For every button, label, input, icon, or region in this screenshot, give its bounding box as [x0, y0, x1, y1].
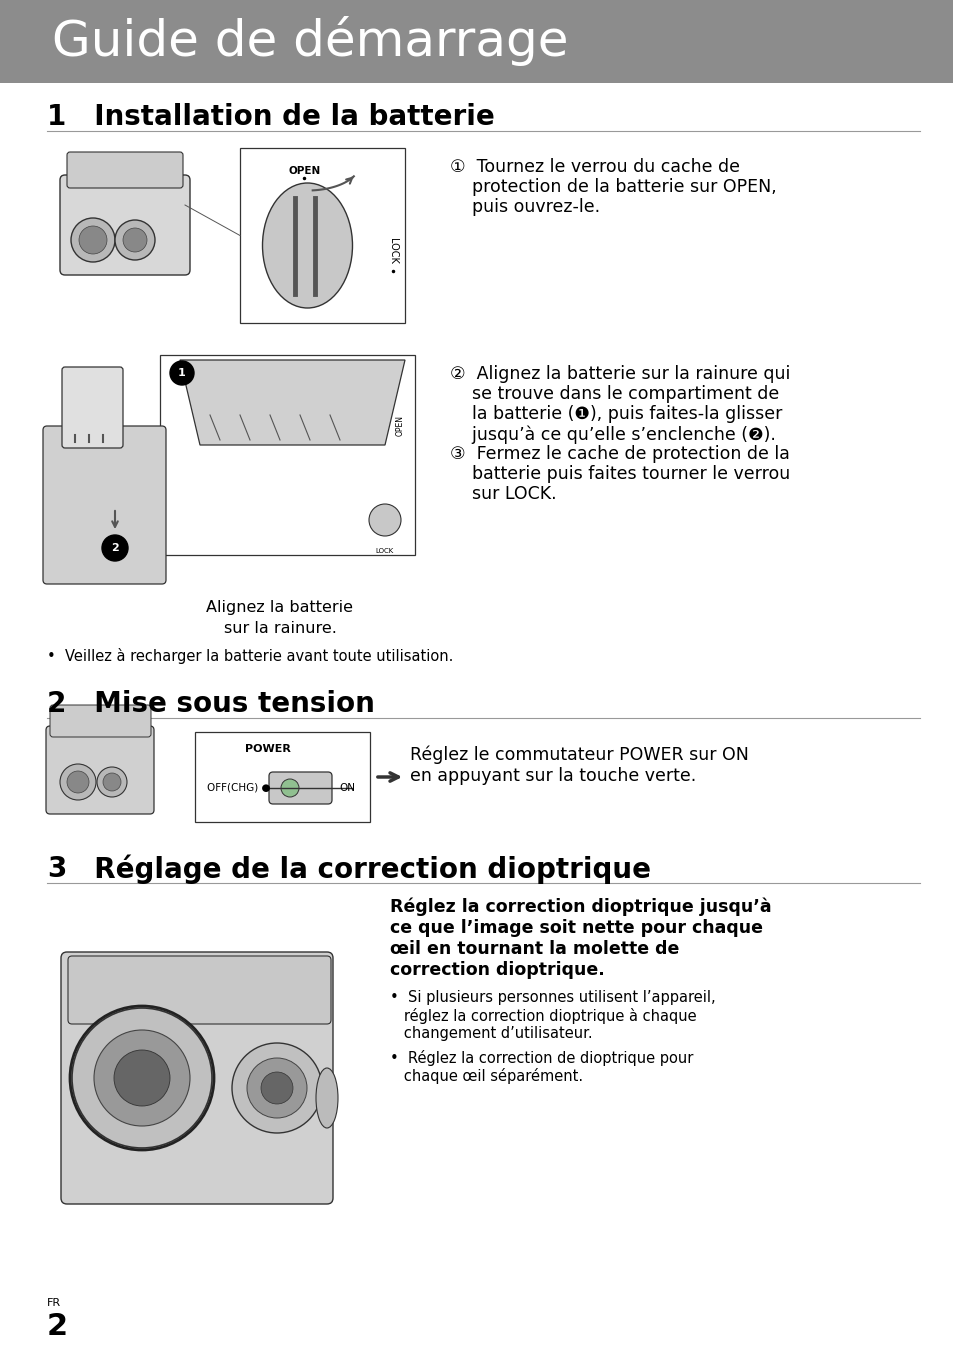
Text: Alignez la batterie
sur la rainure.: Alignez la batterie sur la rainure.: [206, 600, 354, 636]
Text: 1: 1: [178, 368, 186, 379]
Circle shape: [232, 1044, 322, 1133]
Text: ON: ON: [338, 783, 355, 792]
Circle shape: [67, 771, 89, 792]
Text: en appuyant sur la touche verte.: en appuyant sur la touche verte.: [410, 767, 696, 784]
Bar: [240, 148, 405, 323]
Text: OFF(CHG) ●: OFF(CHG) ●: [207, 783, 271, 792]
Text: •  Si plusieurs personnes utilisent l’appareil,: • Si plusieurs personnes utilisent l’app…: [390, 991, 715, 1006]
Bar: [0, 0, 953, 83]
FancyBboxPatch shape: [60, 175, 190, 275]
Text: se trouve dans le compartiment de: se trouve dans le compartiment de: [450, 385, 779, 403]
Text: 2: 2: [47, 689, 67, 718]
FancyBboxPatch shape: [50, 706, 151, 737]
Text: la batterie (❶), puis faites-la glisser: la batterie (❶), puis faites-la glisser: [450, 404, 781, 423]
Text: protection de la batterie sur OPEN,: protection de la batterie sur OPEN,: [450, 178, 776, 195]
Circle shape: [115, 220, 154, 261]
Circle shape: [71, 218, 115, 262]
Text: ③  Fermez le cache de protection de la: ③ Fermez le cache de protection de la: [450, 445, 789, 463]
Circle shape: [103, 773, 121, 791]
Ellipse shape: [315, 1068, 337, 1128]
Text: jusqu’à ce qu’elle s’enclenche (❷).: jusqu’à ce qu’elle s’enclenche (❷).: [450, 425, 775, 444]
Text: OPEN: OPEN: [395, 414, 404, 436]
Polygon shape: [180, 360, 405, 445]
Text: Installation de la batterie: Installation de la batterie: [75, 103, 495, 132]
Bar: [194, 731, 370, 822]
Text: 1: 1: [47, 103, 66, 132]
FancyBboxPatch shape: [61, 953, 333, 1204]
Circle shape: [281, 779, 298, 797]
Text: ①  Tournez le verrou du cache de: ① Tournez le verrou du cache de: [450, 157, 740, 176]
Text: POWER: POWER: [244, 744, 290, 754]
Text: ②  Alignez la batterie sur la rainure qui: ② Alignez la batterie sur la rainure qui: [450, 365, 789, 383]
Text: ce que l’image soit nette pour chaque: ce que l’image soit nette pour chaque: [390, 919, 762, 936]
Text: OPEN: OPEN: [288, 166, 320, 176]
Circle shape: [94, 1030, 190, 1126]
Text: Réglez la correction dioptrique jusqu’à: Réglez la correction dioptrique jusqu’à: [390, 898, 771, 916]
Text: LOCK: LOCK: [375, 548, 394, 554]
Text: Réglez le commutateur POWER sur ON: Réglez le commutateur POWER sur ON: [410, 745, 748, 764]
Circle shape: [71, 1008, 212, 1148]
Circle shape: [97, 767, 127, 797]
Circle shape: [60, 764, 96, 801]
Text: 2: 2: [47, 1312, 68, 1341]
Text: correction dioptrique.: correction dioptrique.: [390, 961, 604, 978]
FancyBboxPatch shape: [46, 726, 153, 814]
Bar: [160, 356, 415, 555]
Ellipse shape: [262, 183, 352, 308]
Text: •  Veillez à recharger la batterie avant toute utilisation.: • Veillez à recharger la batterie avant …: [47, 649, 453, 664]
Text: œil en tournant la molette de: œil en tournant la molette de: [390, 940, 679, 958]
Text: chaque œil séparément.: chaque œil séparément.: [390, 1068, 582, 1084]
Text: Guide de démarrage: Guide de démarrage: [52, 16, 568, 66]
Text: 3: 3: [47, 855, 67, 883]
Circle shape: [261, 1072, 293, 1105]
Ellipse shape: [369, 503, 400, 536]
Text: FR: FR: [47, 1299, 61, 1308]
Circle shape: [247, 1058, 307, 1118]
Text: sur LOCK.: sur LOCK.: [450, 484, 556, 503]
Circle shape: [79, 227, 107, 254]
Circle shape: [170, 361, 193, 385]
Text: Réglage de la correction dioptrique: Réglage de la correction dioptrique: [75, 855, 650, 885]
Text: Mise sous tension: Mise sous tension: [75, 689, 375, 718]
Text: •  Réglez la correction de dioptrique pour: • Réglez la correction de dioptrique pou…: [390, 1050, 693, 1067]
Text: puis ouvrez-le.: puis ouvrez-le.: [450, 198, 599, 216]
Circle shape: [113, 1050, 170, 1106]
FancyBboxPatch shape: [43, 426, 166, 584]
Text: LOCK: LOCK: [388, 237, 397, 263]
FancyBboxPatch shape: [269, 772, 332, 803]
Text: 2: 2: [111, 543, 119, 554]
FancyBboxPatch shape: [62, 366, 123, 448]
Circle shape: [102, 535, 128, 560]
FancyBboxPatch shape: [67, 152, 183, 189]
Text: réglez la correction dioptrique à chaque: réglez la correction dioptrique à chaque: [390, 1008, 696, 1025]
Text: batterie puis faites tourner le verrou: batterie puis faites tourner le verrou: [450, 465, 789, 483]
Circle shape: [123, 228, 147, 252]
FancyBboxPatch shape: [68, 955, 331, 1025]
Text: changement d’utilisateur.: changement d’utilisateur.: [390, 1026, 592, 1041]
